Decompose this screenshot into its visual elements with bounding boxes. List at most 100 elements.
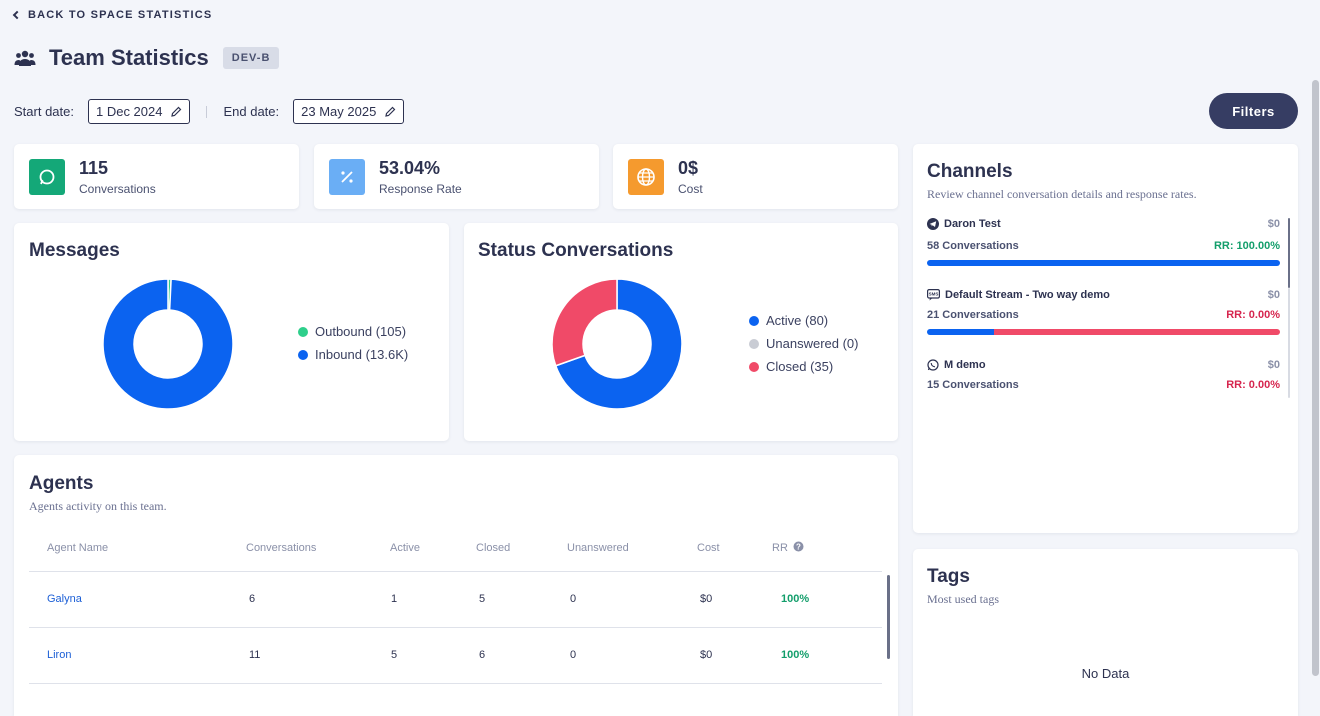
channel-item[interactable]: Daron Test $0 58 Conversations RR: 100.0… <box>927 218 1280 266</box>
tags-card: Tags Most used tags No Data <box>913 549 1298 716</box>
channel-item[interactable]: M demo $0 15 Conversations RR: 0.00% <box>927 359 1280 391</box>
bar-segment <box>927 329 995 335</box>
messages-card: Messages Outbound (105) Inbound (13.6K) <box>14 223 449 441</box>
channel-rr: RR: 100.00% <box>1213 240 1280 252</box>
date-range: Start date: 1 Dec 2024 End date: 23 May … <box>14 99 405 124</box>
tags-subtitle: Most used tags <box>927 592 999 606</box>
start-date-field[interactable]: 1 Dec 2024 <box>87 99 191 124</box>
cell-cost: $0 <box>697 570 772 627</box>
kpi-response-rate: 53.04% Response Rate <box>314 144 599 209</box>
back-link-label: BACK TO SPACE STATISTICS <box>28 9 213 21</box>
pencil-icon <box>385 106 396 117</box>
channel-name-wrap: SMS Default Stream - Two way demo <box>927 289 1110 301</box>
channel-cost: $0 <box>1267 359 1280 371</box>
legend-item-closed: Closed (35) <box>749 359 859 374</box>
channels-scrollbar[interactable] <box>1288 218 1290 288</box>
channel-conversations: 58 Conversations <box>927 240 1019 252</box>
end-date-label: End date: <box>223 104 280 119</box>
kpi-label: Response Rate <box>379 181 462 196</box>
agents-scrollbar[interactable] <box>887 575 890 659</box>
col-rr-label: RR <box>772 542 788 555</box>
start-date-value: 1 Dec 2024 <box>95 104 163 119</box>
team-icon <box>14 50 36 66</box>
tags-title: Tags <box>927 566 970 587</box>
slice-inbound[interactable] <box>102 278 234 410</box>
end-date-value: 23 May 2025 <box>301 104 377 119</box>
cell-rr: 100% <box>772 570 882 627</box>
cell-conversations: 6 <box>246 570 390 627</box>
col-closed: Closed <box>476 541 511 554</box>
legend-dot <box>298 349 308 360</box>
kpi-label: Cost <box>678 181 703 196</box>
legend-item-unanswered: Unanswered (0) <box>749 336 859 351</box>
channel-name: M demo <box>944 359 986 371</box>
sms-icon: SMS <box>927 289 940 301</box>
legend-dot <box>749 338 759 349</box>
agent-name[interactable]: Galyna <box>29 570 246 627</box>
channel-rr-bar <box>927 329 1280 335</box>
legend-item-outbound: Outbound (105) <box>298 324 408 339</box>
legend-dot <box>298 326 308 337</box>
messages-title: Messages <box>29 240 120 261</box>
page-scrollbar[interactable] <box>1312 80 1319 676</box>
channels-title: Channels <box>927 161 1013 182</box>
slice-active[interactable] <box>554 278 683 410</box>
table-row[interactable]: Galyna 6 1 5 0 $0 100% <box>29 570 882 627</box>
col-active: Active <box>390 541 420 554</box>
telegram-icon <box>927 218 939 230</box>
agents-table: Agent Name Conversations Active Closed U… <box>29 525 882 684</box>
legend-dot <box>749 315 759 326</box>
channel-rr: RR: 0.00% <box>1226 309 1280 321</box>
agents-subtitle: Agents activity on this team. <box>29 499 167 513</box>
kpi-cost: 0$ Cost <box>613 144 898 209</box>
percent-icon <box>329 158 365 195</box>
channels-scroll-track <box>1288 288 1290 398</box>
help-icon[interactable]: ? <box>793 541 804 552</box>
cell-cost: $0 <box>697 626 772 683</box>
channel-rr: RR: 0.00% <box>1226 379 1280 391</box>
status-legend: Active (80) Unanswered (0) Closed (35) <box>749 313 859 382</box>
legend-item-active: Active (80) <box>749 313 859 328</box>
globe-icon <box>628 158 664 195</box>
channel-name-wrap: M demo <box>927 359 986 371</box>
channel-item[interactable]: SMS Default Stream - Two way demo $0 21 … <box>927 289 1280 335</box>
col-unanswered: Unanswered <box>567 541 629 554</box>
cell-closed: 6 <box>476 626 567 683</box>
col-cost: Cost <box>697 541 720 554</box>
start-date-label: Start date: <box>14 104 74 119</box>
channel-rr-bar <box>927 260 1280 266</box>
legend-label: Unanswered (0) <box>766 336 859 351</box>
back-link[interactable]: BACK TO SPACE STATISTICS <box>12 9 213 21</box>
chat-icon <box>29 158 65 195</box>
channels-subtitle: Review channel conversation details and … <box>927 187 1197 201</box>
messages-donut-chart <box>102 278 234 410</box>
cell-closed: 5 <box>476 570 567 627</box>
end-date-field[interactable]: 23 May 2025 <box>293 99 405 124</box>
legend-dot <box>749 361 759 372</box>
table-header-row: Agent Name Conversations Active Closed U… <box>29 525 882 571</box>
kpi-value: 0$ <box>678 157 699 178</box>
messages-legend: Outbound (105) Inbound (13.6K) <box>298 324 408 370</box>
pencil-icon <box>171 106 182 117</box>
cell-unanswered: 0 <box>567 570 697 627</box>
slice-closed[interactable] <box>551 278 618 367</box>
channel-name: Default Stream - Two way demo <box>945 289 1110 301</box>
cell-conversations: 11 <box>246 626 390 683</box>
legend-label: Outbound (105) <box>315 324 407 339</box>
channel-conversations: 15 Conversations <box>927 379 1019 391</box>
kpi-value: 115 <box>79 157 109 178</box>
page-header: Team Statistics DEV-B <box>14 45 280 71</box>
svg-text:?: ? <box>796 543 801 552</box>
agent-name[interactable]: Liron <box>29 626 246 683</box>
agents-title: Agents <box>29 473 94 494</box>
whatsapp-icon <box>927 359 939 371</box>
table-row[interactable]: Liron 11 5 6 0 $0 100% <box>29 626 882 683</box>
svg-text:SMS: SMS <box>929 292 939 297</box>
divider <box>206 105 208 118</box>
cell-rr: 100% <box>772 626 882 683</box>
legend-item-inbound: Inbound (13.6K) <box>298 347 408 362</box>
legend-label: Inbound (13.6K) <box>315 347 409 362</box>
bar-rest <box>994 329 1280 335</box>
filters-button[interactable]: Filters <box>1209 93 1298 129</box>
channel-conversations: 21 Conversations <box>927 309 1019 321</box>
